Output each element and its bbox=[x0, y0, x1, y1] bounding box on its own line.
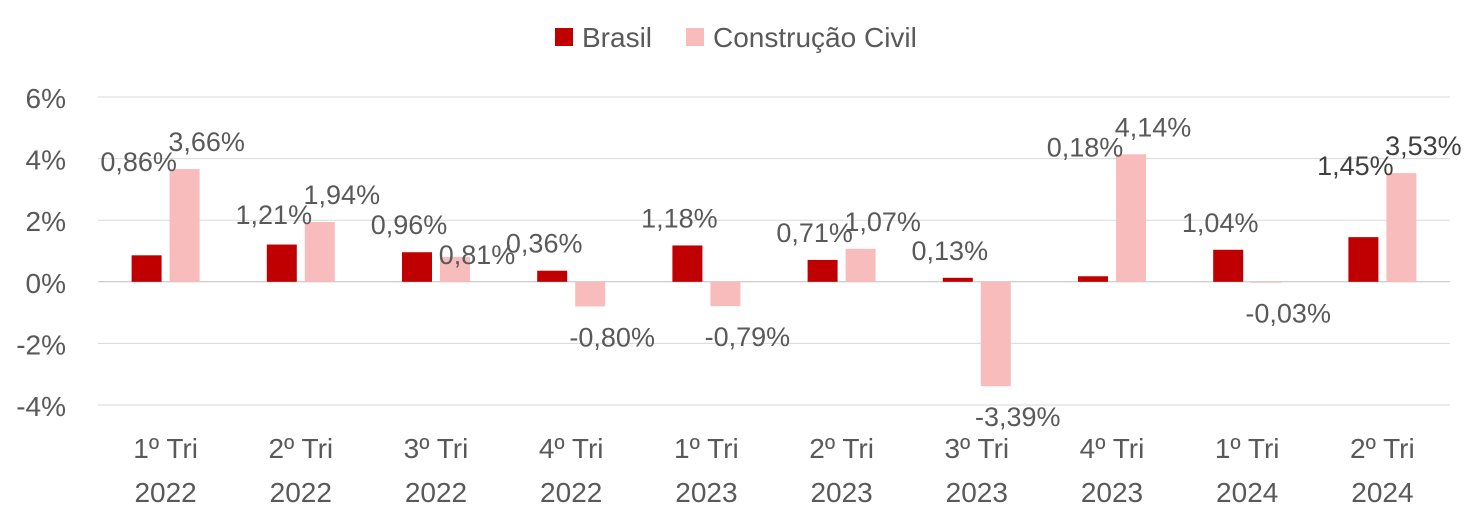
bar-brasil bbox=[942, 277, 973, 282]
bar-brasil bbox=[672, 245, 703, 282]
data-label-brasil: 0,71% bbox=[776, 218, 853, 248]
y-tick-label: 0% bbox=[26, 268, 66, 299]
x-tick-label: 4º Tri 2022 bbox=[539, 433, 604, 508]
y-tick-label: -4% bbox=[16, 391, 66, 422]
bar-construcao-civil bbox=[440, 256, 470, 282]
bar-construcao-civil bbox=[1251, 281, 1282, 283]
bar-construcao-civil bbox=[169, 169, 200, 282]
data-label-brasil: 0,13% bbox=[912, 236, 989, 266]
bar-construcao-civil bbox=[575, 281, 606, 307]
data-label-construcao-civil: 0,81% bbox=[439, 240, 516, 270]
bar-construcao-civil bbox=[1386, 173, 1417, 282]
x-tick-label: 2º Tri 2024 bbox=[1350, 433, 1415, 508]
grid-lines bbox=[98, 96, 1450, 406]
data-label-construcao-civil: 1,07% bbox=[844, 207, 921, 237]
data-label-brasil: 0,96% bbox=[371, 210, 448, 240]
bar-brasil bbox=[266, 244, 297, 282]
bar-brasil bbox=[1213, 249, 1244, 282]
bar-construcao-civil bbox=[710, 281, 741, 307]
x-tick-label: 2º Tri 2023 bbox=[809, 433, 874, 508]
x-tick-label: 4º Tri 2023 bbox=[1080, 433, 1145, 508]
legend-label-brasil: Brasil bbox=[582, 22, 652, 53]
legend-swatch-construcao-civil bbox=[686, 28, 705, 46]
bar-brasil bbox=[537, 270, 568, 282]
data-label-construcao-civil: 4,14% bbox=[1115, 112, 1192, 142]
data-labels: 0,86%3,66% 1,21%1,94%0,96%0,81%0,36% -0,80… bbox=[100, 112, 1461, 432]
data-label-construcao-civil: -0,79% bbox=[705, 322, 791, 352]
y-tick-label: 2% bbox=[26, 206, 66, 237]
bar-brasil bbox=[402, 252, 432, 282]
x-tick-label: 1º Tri 2023 bbox=[674, 433, 739, 508]
data-label-brasil: 1,18% bbox=[641, 203, 718, 233]
legend-swatch-brasil bbox=[555, 28, 573, 46]
data-label-brasil: 0,18% bbox=[1047, 132, 1124, 162]
data-label-brasil: 1,45% bbox=[1317, 151, 1394, 181]
y-axis: 6% 4% 2% 0% -2% -4% bbox=[16, 83, 66, 422]
bar-construcao-civil bbox=[304, 222, 335, 282]
y-tick-label: 4% bbox=[26, 145, 66, 176]
data-label-brasil: 1,21% bbox=[236, 200, 313, 230]
x-tick-label: 3º Tri 2022 bbox=[404, 433, 469, 508]
bar-construcao-civil bbox=[845, 248, 876, 282]
bar-construcao-civil bbox=[1116, 154, 1146, 282]
x-tick-label: 1º Tri 2024 bbox=[1215, 433, 1280, 508]
x-axis: 1º Tri 2022 2º Tri 2022 3º Tri 2022 4º Tri 2022… bbox=[133, 433, 1414, 508]
x-tick-label: 3º Tri 2023 bbox=[944, 433, 1009, 508]
data-label-brasil: 0,36% bbox=[506, 229, 583, 259]
data-label-construcao-civil: -3,39% bbox=[975, 402, 1061, 432]
bar-construcao-civil bbox=[980, 281, 1011, 387]
legend: Brasil Construção Civil bbox=[555, 22, 917, 53]
y-tick-label: -2% bbox=[16, 329, 66, 360]
x-tick-label: 1º Tri 2022 bbox=[133, 433, 198, 508]
legend-label-construcao-civil: Construção Civil bbox=[713, 22, 917, 53]
data-label-construcao-civil: -0,03% bbox=[1245, 299, 1331, 329]
bar-brasil bbox=[1078, 276, 1108, 282]
bar-brasil bbox=[1348, 237, 1379, 282]
y-tick-label: 6% bbox=[26, 83, 66, 114]
data-label-brasil: 0,86% bbox=[100, 147, 177, 177]
data-label-brasil: 1,04% bbox=[1182, 208, 1259, 238]
data-label-construcao-civil: 3,66% bbox=[168, 127, 245, 157]
bar-brasil bbox=[131, 255, 162, 282]
x-tick-label: 2º Tri 2022 bbox=[268, 433, 333, 508]
bar-brasil bbox=[807, 259, 838, 282]
data-label-construcao-civil: 3,53% bbox=[1385, 131, 1462, 161]
bars bbox=[131, 154, 1417, 387]
data-label-construcao-civil: -0,80% bbox=[569, 322, 655, 352]
data-label-construcao-civil: 1,94% bbox=[304, 180, 381, 210]
